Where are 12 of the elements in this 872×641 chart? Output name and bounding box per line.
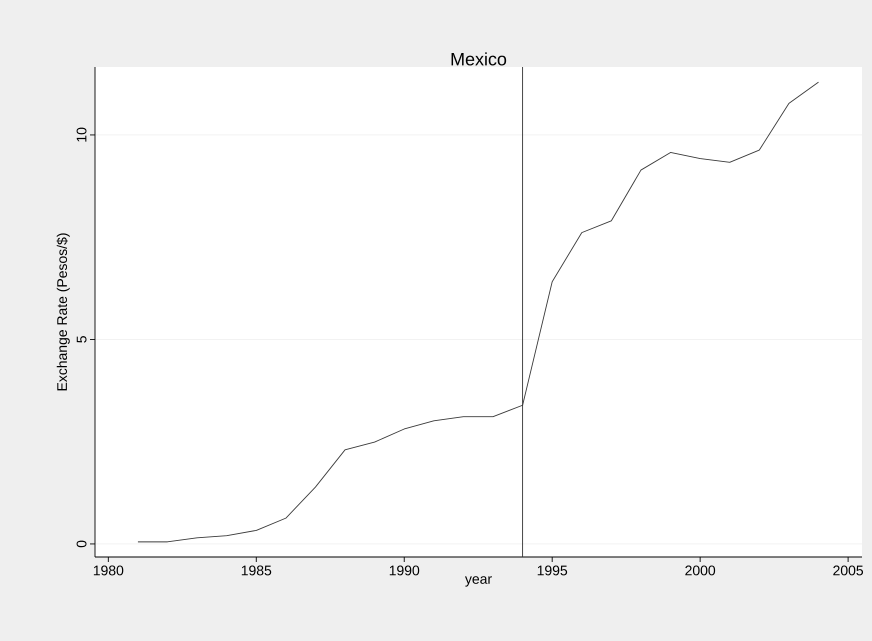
x-tick-label: 2000: [685, 566, 716, 576]
y-axis-title: Exchange Rate (Pesos/$): [56, 233, 70, 390]
x-axis-title: year: [464, 576, 492, 587]
y-tick-label: 0: [76, 540, 86, 548]
x-tick-label: 1980: [94, 566, 124, 576]
x-tick-label: 1990: [390, 566, 420, 576]
chart-title: Mexico: [452, 52, 506, 66]
x-tick-label: 2005: [833, 566, 864, 576]
y-tick-label: 5: [76, 336, 86, 343]
y-tick-label: 10: [76, 128, 86, 142]
x-tick-label: 1985: [242, 566, 272, 576]
x-tick-label: 1995: [538, 566, 568, 576]
